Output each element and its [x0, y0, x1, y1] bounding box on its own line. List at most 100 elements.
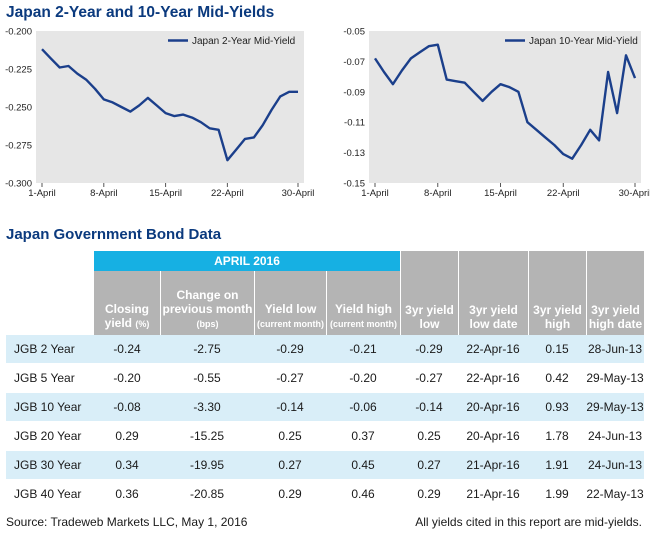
- x-tick-label: 15-April: [484, 188, 517, 199]
- y-tick-label: -0.275: [5, 141, 32, 152]
- period-header: APRIL 2016: [94, 251, 400, 271]
- plot-area: [36, 31, 304, 183]
- table-cell: 21-Apr-16: [458, 451, 528, 480]
- page-title: Japan 2-Year and 10-Year Mid-Yields: [6, 4, 275, 21]
- table-cell: 24-Jun-13: [586, 451, 644, 480]
- col-header-closing-yield: Closing yield (%): [94, 271, 160, 335]
- table-cell: 1.91: [528, 451, 586, 480]
- row-label: JGB 5 Year: [6, 364, 94, 393]
- table-cell: 0.27: [254, 451, 326, 480]
- table-cell: 0.15: [528, 335, 586, 364]
- y-tick-label: -0.225: [5, 65, 32, 76]
- y-tick-label: -0.09: [343, 87, 365, 98]
- row-label: JGB 30 Year: [6, 451, 94, 480]
- table-cell: 0.36: [94, 480, 160, 509]
- col-header-yield-low: Yield low (current month): [254, 271, 326, 335]
- table-cell: -0.29: [400, 335, 458, 364]
- table-row: JGB 10 Year -0.08 -3.30 -0.14 -0.06 -0.1…: [6, 393, 644, 422]
- y-tick-label: -0.13: [343, 148, 365, 159]
- legend-label: Japan 2-Year Mid-Yield: [192, 36, 295, 47]
- x-tick-label: 1-April: [28, 188, 55, 199]
- table-row: JGB 5 Year -0.20 -0.55 -0.27 -0.20 -0.27…: [6, 364, 644, 393]
- table-cell: 0.34: [94, 451, 160, 480]
- table-cell: -0.14: [254, 393, 326, 422]
- table-cell: -0.06: [326, 393, 400, 422]
- row-label: JGB 20 Year: [6, 422, 94, 451]
- table-cell: 0.29: [400, 480, 458, 509]
- legend-label: Japan 10-Year Mid-Yield: [529, 36, 638, 47]
- table-cell: 0.29: [94, 422, 160, 451]
- table-cell: 0.27: [400, 451, 458, 480]
- plot-area: [369, 31, 641, 183]
- col-header-3yr-low-date: 3yr yield low date: [458, 251, 528, 335]
- jgb-data-table: APRIL 2016 3yr yield low 3yr yield low d…: [6, 251, 644, 509]
- row-label: JGB 10 Year: [6, 393, 94, 422]
- table-cell: -0.20: [326, 364, 400, 393]
- col-header-3yr-low: 3yr yield low: [400, 251, 458, 335]
- y-tick-label: -0.05: [343, 27, 365, 38]
- row-label: JGB 2 Year: [6, 335, 94, 364]
- table-row: JGB 30 Year 0.34 -19.95 0.27 0.45 0.27 2…: [6, 451, 644, 480]
- x-tick-label: 30-April: [282, 188, 315, 199]
- y-tick-label: -0.200: [5, 27, 32, 38]
- table-cell: 1.78: [528, 422, 586, 451]
- table-cell: -15.25: [160, 422, 254, 451]
- table-cell: -0.21: [326, 335, 400, 364]
- table-cell: 0.37: [326, 422, 400, 451]
- yield-note: All yields cited in this report are mid-…: [415, 515, 642, 529]
- table-cell: -0.29: [254, 335, 326, 364]
- table-cell: -0.24: [94, 335, 160, 364]
- row-label: JGB 40 Year: [6, 480, 94, 509]
- table-cell: 29-May-13: [586, 393, 644, 422]
- x-tick-label: 8-April: [424, 188, 451, 199]
- table-cell: 29-May-13: [586, 364, 644, 393]
- table-cell: 20-Apr-16: [458, 393, 528, 422]
- series-line: [41, 48, 298, 162]
- table-cell: -0.27: [400, 364, 458, 393]
- table-title: Japan Government Bond Data: [6, 226, 222, 243]
- table-row: JGB 20 Year 0.29 -15.25 0.25 0.37 0.25 2…: [6, 422, 644, 451]
- table-cell: -20.85: [160, 480, 254, 509]
- x-tick-label: 8-April: [90, 188, 117, 199]
- table-cell: 22-Apr-16: [458, 335, 528, 364]
- source-note: Source: Tradeweb Markets LLC, May 1, 201…: [6, 515, 248, 529]
- table-cell: 22-May-13: [586, 480, 644, 509]
- y-tick-label: -0.07: [343, 57, 365, 68]
- table-cell: 28-Jun-13: [586, 335, 644, 364]
- table-cell: 1.99: [528, 480, 586, 509]
- col-header-3yr-high-date: 3yr yield high date: [586, 251, 644, 335]
- table-cell: 0.46: [326, 480, 400, 509]
- x-tick-label: 22-April: [547, 188, 580, 199]
- table-corner: [6, 251, 94, 271]
- x-tick-label: 30-April: [619, 188, 650, 199]
- y-tick-label: -0.250: [5, 103, 32, 114]
- table-cell: 0.25: [400, 422, 458, 451]
- table-cell: 0.29: [254, 480, 326, 509]
- table-cell: -0.27: [254, 364, 326, 393]
- table-cell: 0.42: [528, 364, 586, 393]
- col-header-3yr-high: 3yr yield high: [528, 251, 586, 335]
- series-line: [373, 43, 637, 160]
- x-tick-label: 1-April: [361, 188, 388, 199]
- y-tick-label: -0.15: [343, 179, 365, 190]
- table-corner-2: [6, 271, 94, 335]
- table-cell: 20-Apr-16: [458, 422, 528, 451]
- table-cell: -2.75: [160, 335, 254, 364]
- table-cell: -0.08: [94, 393, 160, 422]
- table-cell: -0.55: [160, 364, 254, 393]
- table-cell: -3.30: [160, 393, 254, 422]
- table-cell: 0.25: [254, 422, 326, 451]
- table-row: JGB 2 Year -0.24 -2.75 -0.29 -0.21 -0.29…: [6, 335, 644, 364]
- col-header-yield-high: Yield high (current month): [326, 271, 400, 335]
- y-tick-label: -0.300: [5, 179, 32, 190]
- table-row: JGB 40 Year 0.36 -20.85 0.29 0.46 0.29 2…: [6, 480, 644, 509]
- table-cell: 22-Apr-16: [458, 364, 528, 393]
- table-cell: 24-Jun-13: [586, 422, 644, 451]
- x-tick-label: 22-April: [211, 188, 244, 199]
- x-tick-label: 15-April: [149, 188, 182, 199]
- table-cell: -0.14: [400, 393, 458, 422]
- table-cell: 0.45: [326, 451, 400, 480]
- y-tick-label: -0.11: [344, 118, 365, 129]
- table-cell: 21-Apr-16: [458, 480, 528, 509]
